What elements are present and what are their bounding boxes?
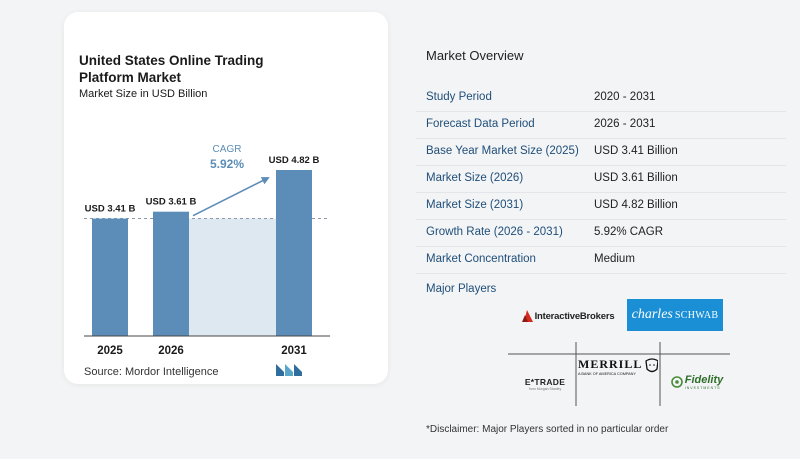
x-tick-2026: 2026 [158, 345, 184, 357]
etrade-logo-text: E*TRADE [524, 377, 566, 387]
overview-row: Market Size (2026) USD 3.61 Billion [416, 166, 786, 193]
chart-title: United States Online Trading Platform Ma… [79, 53, 264, 85]
merrill-logo-text: MERRILL [578, 356, 643, 371]
overview-row: Forecast Data Period 2026 - 2031 [416, 112, 786, 139]
overview-row: Market Concentration Medium [416, 247, 786, 274]
merrill-logo-subtext: A BANK OF AMERICA COMPANY [578, 371, 636, 376]
data-label-2025: USD 3.41 B [85, 204, 136, 215]
etrade-logo-subtext: from Morgan Stanley [528, 387, 562, 391]
cagr-label: CAGR [213, 144, 242, 155]
data-label-2026: USD 3.61 B [146, 197, 197, 208]
row-value: USD 3.41 Billion [594, 145, 678, 157]
disclaimer-note: *Disclaimer: Major Players sorted in no … [426, 424, 669, 435]
fidelity-logo-text: Fidelity [684, 374, 724, 386]
row-value: USD 3.61 Billion [594, 172, 678, 184]
row-label: Market Concentration [426, 253, 536, 265]
bar-2031 [276, 170, 312, 336]
x-tick-2025: 2025 [97, 345, 123, 357]
source-note: Source: Mordor Intelligence [84, 366, 219, 378]
major-players-title: Major Players [426, 283, 497, 295]
overview-row: Study Period 2020 - 2031 [416, 85, 786, 112]
ib-flame-icon [521, 310, 533, 322]
overview-row: Market Size (2031) USD 4.82 Billion [416, 193, 786, 220]
x-tick-2031: 2031 [281, 345, 307, 357]
chart-subtitle: Market Size in USD Billion [79, 88, 208, 100]
fidelity-logo-subtext: INVESTMENTS [684, 386, 721, 390]
charles-schwab-logo: charles SCHWAB [627, 299, 723, 331]
growth-shade [189, 218, 276, 336]
etrade-logo: E*TRADE from Morgan Stanley [516, 372, 574, 396]
mordor-logo-icon [276, 364, 302, 376]
cagr-arrowhead [260, 177, 270, 185]
merrill-bull-icon [645, 358, 658, 373]
schwab-logo-text-a: charles [631, 307, 673, 322]
overview-title: Market Overview [426, 48, 524, 63]
players-grid-lines [508, 342, 730, 406]
row-label: Study Period [426, 91, 492, 103]
row-value: 2026 - 2031 [594, 118, 656, 130]
row-value: 5.92% CAGR [594, 226, 664, 238]
bar-chart: USD 3.41 B 2025 USD 3.61 B 2026 USD 4.82 B 20… [84, 144, 330, 357]
cagr-value: 5.92% [210, 157, 244, 171]
row-label: Market Size (2031) [426, 199, 524, 211]
cagr-arrow [192, 177, 269, 217]
overview-row: Base Year Market Size (2025) USD 3.41 Bi… [416, 139, 786, 166]
merrill-logo: MERRILL A BANK OF AMERICA COMPANY [578, 340, 658, 392]
row-value: Medium [594, 253, 635, 265]
interactive-brokers-logo: InteractiveBrokers [516, 306, 620, 326]
bar-2026 [153, 211, 189, 336]
row-label: Market Size (2026) [426, 172, 524, 184]
fidelity-mark-icon [670, 376, 683, 388]
bar-2025 [92, 218, 128, 336]
overview-panel: Market Overview Study Period 2020 - 2031… [416, 0, 800, 459]
chart-card: United States Online Trading Platform Ma… [64, 12, 388, 384]
data-label-2031: USD 4.82 B [269, 155, 320, 166]
row-label: Forecast Data Period [426, 118, 535, 130]
row-label: Growth Rate (2026 - 2031) [426, 226, 563, 238]
overview-row: Growth Rate (2026 - 2031) 5.92% CAGR [416, 220, 786, 247]
ib-logo-text: InteractiveBrokers [534, 310, 615, 322]
row-value: 2020 - 2031 [594, 91, 656, 103]
row-label: Base Year Market Size (2025) [426, 145, 579, 157]
schwab-logo-text-b: SCHWAB [674, 309, 719, 321]
row-value: USD 4.82 Billion [594, 199, 678, 211]
fidelity-logo: Fidelity INVESTMENTS [664, 370, 730, 394]
